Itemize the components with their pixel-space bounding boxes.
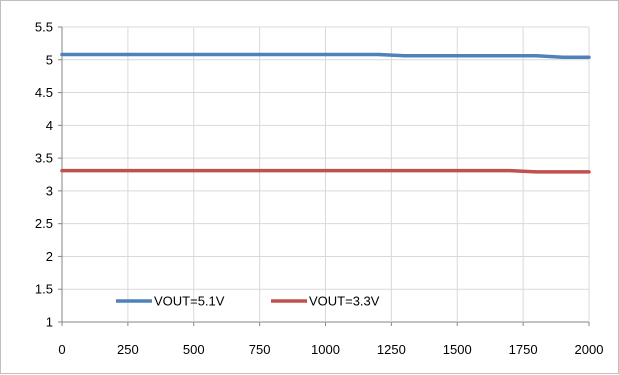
y-tick-label: 3.5 (35, 151, 53, 166)
series-lines (60, 52, 591, 174)
x-tick-label: 2000 (575, 342, 604, 357)
legend: VOUT=5.1V VOUT=3.3V (116, 294, 380, 309)
y-tick-label: 5.5 (35, 20, 53, 35)
y-tick-label: 1.5 (35, 282, 53, 297)
x-tick-label: 1250 (377, 342, 406, 357)
legend-label-1: VOUT=5.1V (154, 294, 225, 309)
x-tick-label: 1000 (311, 342, 340, 357)
y-axis-ticks: 1 1.5 2 2.5 3 3.5 4 4.5 5 5.5 (35, 20, 62, 330)
x-tick-label: 1500 (443, 342, 472, 357)
y-tick-label: 2 (46, 249, 53, 264)
x-axis-ticks: 0 250 500 750 1000 1250 1500 1750 2000 (58, 322, 603, 357)
x-tick-label: 750 (249, 342, 271, 357)
y-tick-label: 2.5 (35, 216, 53, 231)
x-tick-label: 0 (58, 342, 65, 357)
series-line-1 (60, 52, 591, 59)
x-tick-label: 250 (117, 342, 139, 357)
y-tick-label: 1 (46, 315, 53, 330)
grid (61, 26, 590, 323)
y-tick-label: 4.5 (35, 85, 53, 100)
y-tick-label: 4 (46, 118, 53, 133)
y-tick-label: 5 (46, 52, 53, 67)
x-tick-label: 1750 (509, 342, 538, 357)
y-tick-label: 3 (46, 183, 53, 198)
series-line-2 (60, 168, 591, 174)
x-tick-label: 500 (183, 342, 205, 357)
legend-label-2: VOUT=3.3V (309, 294, 380, 309)
